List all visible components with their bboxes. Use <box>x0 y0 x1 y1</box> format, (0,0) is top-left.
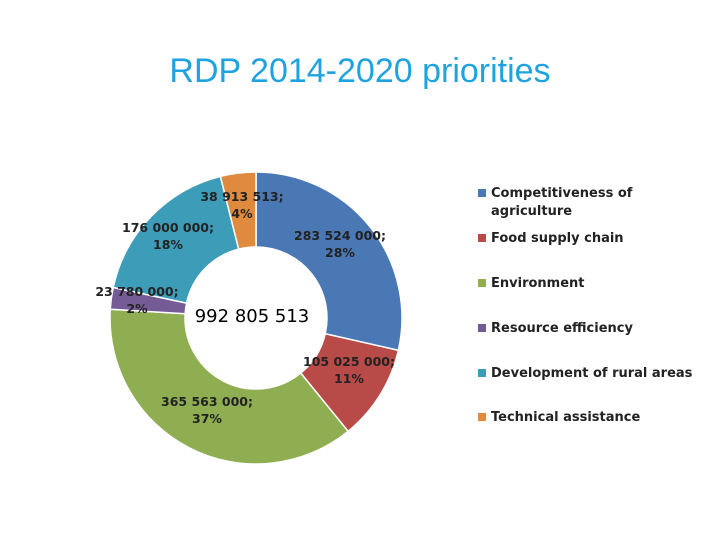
slice-label: 365 563 000; 37% <box>161 394 253 426</box>
slice-value-label: 176 000 000; <box>122 220 214 235</box>
slice-labels: 283 524 000; 28% 105 025 000; 11% 365 563 00… <box>95 189 395 426</box>
slice-environment <box>109 308 350 465</box>
legend-entry: Technical assistance <box>491 410 640 425</box>
slice-label: 283 524 000; 28% <box>294 228 386 260</box>
slice-value-label: 365 563 000; <box>161 394 253 409</box>
slice-percent-label: 18% <box>153 237 183 252</box>
legend-swatch <box>478 234 486 242</box>
slice-label: 105 025 000; 11% <box>303 354 395 386</box>
slice-percent-label: 28% <box>325 245 355 260</box>
slice-percent-label: 37% <box>192 411 222 426</box>
slice-percent-label: 4% <box>231 206 253 221</box>
legend-entry: Resource efficiency <box>491 321 633 336</box>
slice-percent-label: 2% <box>126 301 148 316</box>
slice-value-label: 105 025 000; <box>303 354 395 369</box>
slice-value-label: 283 524 000; <box>294 228 386 243</box>
slice-value-label: 38 913 513; <box>200 189 283 204</box>
legend-swatch <box>478 369 486 377</box>
legend-swatch <box>478 279 486 287</box>
slice-percent-label: 11% <box>334 371 364 386</box>
legend-entry: Development of rural areas <box>491 366 693 381</box>
slice-development-of-rural-areas <box>112 175 240 305</box>
legend-swatch <box>478 189 486 197</box>
slice-value-label: 23 780 000; <box>95 284 178 299</box>
legend-swatch <box>478 324 486 332</box>
legend-entry: Food supply chain <box>491 231 624 246</box>
legend-entry: Competitiveness of agriculture <box>491 186 633 219</box>
donut-slices <box>109 171 403 465</box>
slice-label: 38 913 513; 4% <box>200 189 283 221</box>
slice-technical-assistance <box>219 171 257 251</box>
legend-swatch <box>478 413 486 421</box>
slice-label: 23 780 000; 2% <box>95 284 178 316</box>
center-total-label: 992 805 513 <box>195 306 310 327</box>
chart-title: RDP 2014-2020 priorities <box>169 52 551 90</box>
slice-competitiveness-of-agriculture <box>255 171 403 352</box>
legend-entry: Environment <box>491 276 585 291</box>
legend: Competitiveness of agriculture Food supply… <box>478 186 693 425</box>
slice-label: 176 000 000; 18% <box>122 220 214 252</box>
